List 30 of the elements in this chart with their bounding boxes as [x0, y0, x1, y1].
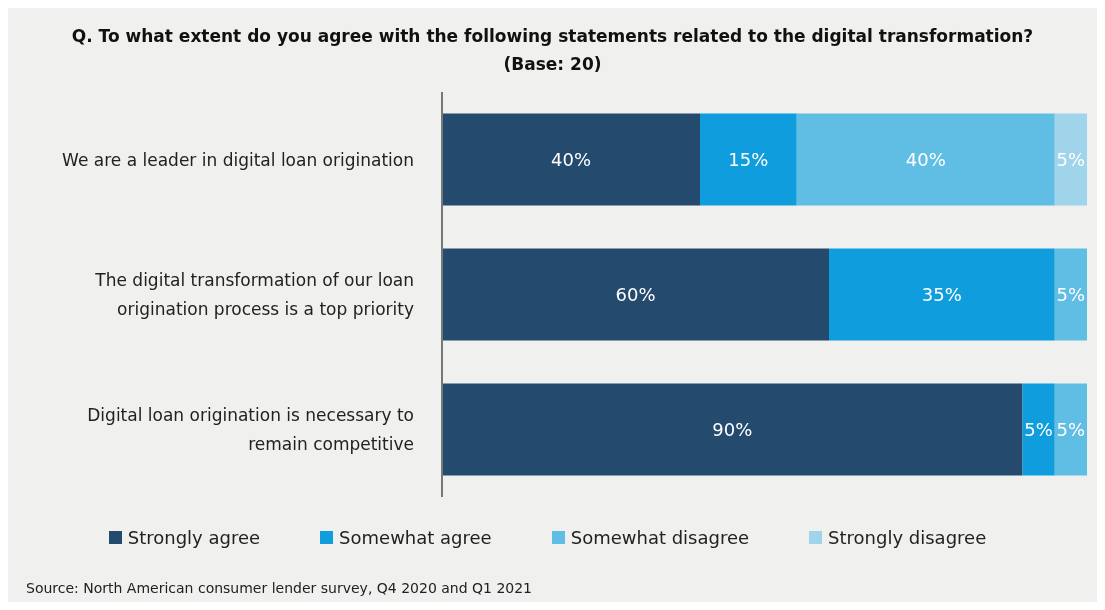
data-label: 5% — [1056, 284, 1086, 306]
bar — [1054, 248, 1087, 341]
data-label: 5% — [1024, 419, 1053, 441]
legend-label: Strongly disagree — [827, 527, 987, 548]
data-label: 40% — [905, 149, 946, 171]
bar — [442, 113, 700, 206]
y-tick-label: We are a leader in digital loan origination — [62, 149, 414, 170]
data-label: 90% — [712, 419, 753, 441]
data-label: 60% — [615, 284, 656, 306]
legend-label: Somewhat agree — [338, 527, 492, 548]
y-tick-label: The digital transformation of our loan origination process is a top priority — [94, 270, 414, 319]
bar — [1054, 113, 1087, 206]
legend-label: Somewhat disagree — [569, 527, 750, 548]
data-label: 5% — [1056, 149, 1086, 171]
y-tick-label: Digital loan origination is necessary to remain competitive — [87, 405, 414, 454]
bar — [1054, 383, 1087, 476]
bar — [829, 248, 1055, 341]
bar — [700, 113, 797, 206]
data-label: 40% — [550, 149, 592, 171]
legend-label: Strongly agree — [126, 527, 261, 548]
bar — [442, 248, 829, 341]
bar — [1022, 383, 1055, 476]
chart-title: Q. To what extent do you agree with the following statements related to the digital transformation? — [70, 25, 1035, 48]
data-label: 35% — [921, 284, 962, 306]
bar — [796, 113, 1055, 206]
source-note: Source: North American consumer lender survey, Q4 2020 and Q1 2021 — [26, 580, 533, 596]
data-label: 5% — [1056, 419, 1086, 441]
data-label: 15% — [728, 149, 769, 171]
chart-subtitle: (Base: 20) — [502, 53, 603, 76]
bar — [442, 383, 1023, 476]
